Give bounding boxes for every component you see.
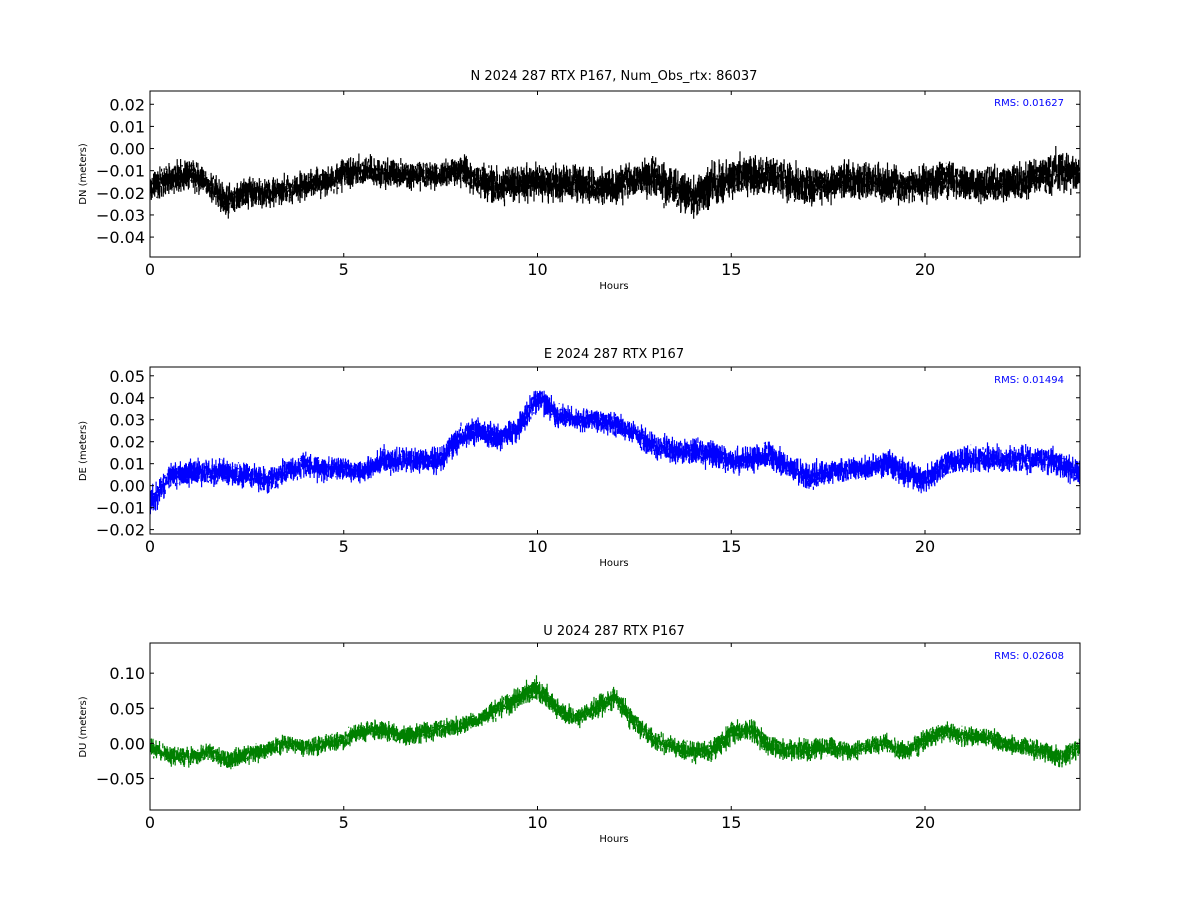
y-tick-label: −0.02	[96, 184, 145, 203]
panel-east: E 2024 287 RTX P167 DE (meters) Hours RM…	[78, 347, 1081, 569]
panel-east-ticks: 0 5 10 15 20 −0.02 −0.01 0.00 0.01 0.02 0.03 0.04 0.…	[96, 367, 1080, 556]
x-tick-label: 0	[145, 260, 155, 279]
x-tick-label: 10	[527, 813, 547, 832]
x-tick-label: 15	[721, 260, 741, 279]
panel-up-ylabel: DU (meters)	[78, 696, 89, 757]
panel-north-frame	[149, 90, 1081, 258]
panel-up-marks	[150, 675, 1080, 770]
x-tick-label: 20	[915, 537, 935, 556]
y-tick-label: 0.01	[109, 117, 145, 136]
x-tick-label: 0	[145, 813, 155, 832]
y-tick-label: −0.01	[96, 499, 145, 518]
y-tick-label: 0.05	[109, 367, 145, 386]
y-tick-label: 0.00	[109, 734, 145, 753]
panel-east-xlabel: Hours	[599, 558, 628, 569]
panel-north-title: N 2024 287 RTX P167, Num_Obs_rtx: 86037	[471, 69, 758, 84]
panel-north-series	[150, 146, 1080, 219]
y-tick-label: 0.00	[109, 140, 145, 159]
y-tick-label: 0.10	[109, 664, 145, 683]
x-tick-label: 5	[339, 537, 349, 556]
panel-east-marks	[150, 390, 1080, 515]
x-tick-label: 10	[527, 537, 547, 556]
panel-east-series	[150, 390, 1080, 515]
x-tick-label: 5	[339, 813, 349, 832]
panel-up-ticks: 0 5 10 15 20 −0.05 0.00 0.05 0.10	[96, 643, 1080, 832]
panel-north-ticks: 0 5 10 15 20 −0.04 −0.03 −0.02 −0.01 0.00 0.01 0.02	[96, 91, 1080, 279]
panel-up-title: U 2024 287 RTX P167	[543, 624, 685, 639]
y-tick-label: −0.02	[96, 521, 145, 540]
panel-east-ylabel: DE (meters)	[78, 421, 89, 481]
y-tick-label: 0.01	[109, 455, 145, 474]
panel-up-rms: RMS: 0.02608	[994, 651, 1064, 662]
panel-up-frame	[149, 642, 1081, 811]
x-tick-label: 15	[721, 537, 741, 556]
x-tick-label: 10	[527, 260, 547, 279]
y-tick-label: −0.04	[96, 228, 145, 247]
panel-north-rms: RMS: 0.01627	[994, 98, 1064, 109]
y-tick-label: 0.05	[109, 699, 145, 718]
panel-north: N 2024 287 RTX P167, Num_Obs_rtx: 86037 …	[78, 69, 1081, 292]
panel-up: U 2024 287 RTX P167 DU (meters) Hours RM…	[78, 624, 1081, 845]
y-tick-label: −0.05	[96, 769, 145, 788]
panel-east-rms: RMS: 0.01494	[994, 375, 1064, 386]
x-tick-label: 20	[915, 813, 935, 832]
y-tick-label: 0.02	[109, 433, 145, 452]
panel-east-frame	[149, 366, 1081, 535]
x-tick-label: 0	[145, 537, 155, 556]
x-tick-label: 20	[915, 260, 935, 279]
panel-up-series	[150, 675, 1080, 770]
y-tick-label: 0.00	[109, 477, 145, 496]
x-tick-label: 5	[339, 260, 349, 279]
y-tick-label: 0.04	[109, 389, 145, 408]
y-tick-label: 0.02	[109, 95, 145, 114]
y-tick-label: −0.03	[96, 206, 145, 225]
panel-north-ylabel: DN (meters)	[78, 143, 89, 205]
y-tick-label: 0.03	[109, 411, 145, 430]
y-tick-label: −0.01	[96, 162, 145, 181]
panel-north-xlabel: Hours	[599, 281, 628, 292]
panel-up-xlabel: Hours	[599, 834, 628, 845]
panel-north-marks	[150, 146, 1080, 219]
panel-east-title: E 2024 287 RTX P167	[544, 347, 684, 362]
x-tick-label: 15	[721, 813, 741, 832]
